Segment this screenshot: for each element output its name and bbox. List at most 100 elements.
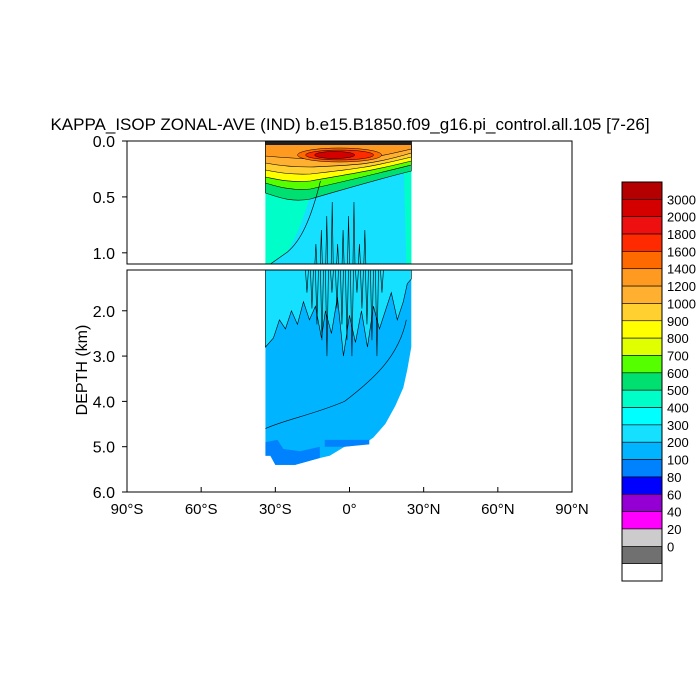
colorbar-swatch <box>621 389 663 408</box>
colorbar-frame <box>621 181 663 582</box>
lower-streak-contour <box>365 270 369 325</box>
x-axis-ticks: 90°S 60°S 30°S 0° 30°N 60°N 90°N <box>111 487 589 518</box>
lower-streak-contour <box>305 270 309 293</box>
colorbar-swatch <box>621 546 663 564</box>
colorbar-swatch <box>621 233 663 252</box>
colorbar-swatch <box>621 337 663 356</box>
colorbar-swatch <box>621 459 663 478</box>
upper-streak-contour <box>363 229 367 264</box>
upper-streak-contour <box>341 229 345 264</box>
lower-contour-line <box>265 319 407 429</box>
y-tick-label: 6.0 <box>93 485 115 502</box>
y-tick-label: 1.0 <box>93 246 115 263</box>
upper-contour-500 <box>270 180 321 264</box>
y-tick-label: 0.0 <box>93 134 115 151</box>
lower-streak-contour <box>340 270 344 325</box>
lower-streak-contour <box>330 270 334 293</box>
lower-streak-contour <box>325 270 329 357</box>
colorbar-label: 3000 <box>667 192 696 207</box>
upper-streak-contour <box>347 215 350 264</box>
upper-core-2000 <box>314 151 355 159</box>
colorbar-label: 1200 <box>667 279 696 294</box>
colorbar-swatch <box>621 407 663 426</box>
upper-streak-contour <box>325 215 329 264</box>
x-tick-label: 30°S <box>259 501 292 518</box>
lower-streak-contour <box>335 270 339 309</box>
colorbar-label: 1600 <box>667 244 696 259</box>
colorbar-swatch <box>621 476 663 495</box>
lower-streak-contour <box>355 270 359 293</box>
colorbar-swatch <box>621 511 663 530</box>
colorbar-label: 700 <box>667 348 689 363</box>
colorbar-swatch <box>621 441 663 460</box>
colorbar-label: 200 <box>667 435 689 450</box>
y-tick-label: 4.0 <box>93 394 115 411</box>
colorbar-label: 60 <box>667 487 681 502</box>
colorbar-swatch <box>621 303 663 322</box>
x-tick-label: 90°N <box>555 501 589 518</box>
colorbar-label: 1400 <box>667 262 696 277</box>
upper-streak-contour <box>336 243 339 264</box>
x-tick-label: 60°N <box>481 501 515 518</box>
colorbar-swatch <box>621 493 663 512</box>
colorbar-swatch <box>621 372 663 391</box>
lower-depth-panel: 2.0 3.0 4.0 5.0 6.0 <box>93 269 573 502</box>
colorbar-label: 40 <box>667 505 681 520</box>
colorbar-swatch <box>621 251 663 270</box>
colorbar-swatch <box>621 216 663 235</box>
colorbar-label: 100 <box>667 453 689 468</box>
colorbar-swatch <box>621 424 663 443</box>
lower-streak-contour <box>310 270 314 309</box>
colorbar-swatch <box>621 563 663 582</box>
colorbar-swatch <box>621 320 663 339</box>
colorbar-label: 0 <box>667 539 674 554</box>
upper-panel-frame <box>126 140 573 265</box>
colorbar-label: 1000 <box>667 296 696 311</box>
y-tick-label: 3.0 <box>93 349 115 366</box>
x-tick-label: 60°S <box>185 501 218 518</box>
colorbar-label: 900 <box>667 314 689 329</box>
colorbar-label: 20 <box>667 522 681 537</box>
lower-streak-contour <box>315 270 319 325</box>
colorbar-swatch <box>621 528 663 547</box>
y-tick-label: 0.5 <box>93 190 115 207</box>
lower-streak-contour <box>375 270 379 357</box>
upper-streak-contour <box>352 201 356 264</box>
lower-fill-200-east <box>324 439 370 447</box>
lower-streak-contour <box>370 270 374 341</box>
x-tick-label: 90°S <box>111 501 144 518</box>
lower-streak-contour <box>360 270 364 309</box>
lower-streak-contour <box>345 270 349 341</box>
x-tick-label: 0° <box>342 501 356 518</box>
colorbar-swatch <box>621 181 663 200</box>
upper-depth-panel: 0.0 0.5 1.0 <box>93 134 573 265</box>
lower-streak-contour <box>320 270 324 341</box>
colorbar-swatch <box>621 355 663 374</box>
colorbar-label: 800 <box>667 331 689 346</box>
lower-streak-contour <box>350 270 354 357</box>
colorbar-label: 300 <box>667 418 689 433</box>
y-axis-label: DEPTH (km) <box>74 325 91 416</box>
x-tick-label: 30°N <box>407 501 441 518</box>
colorbar-label: 2000 <box>667 210 696 225</box>
upper-streak-contour <box>320 229 323 264</box>
colorbar-label: 400 <box>667 401 689 416</box>
colorbar-legend: 3000200018001600140012001000900800700600… <box>621 181 696 582</box>
lower-streak-contour <box>380 270 384 293</box>
colorbar-swatch <box>621 199 663 217</box>
y-tick-label: 2.0 <box>93 304 115 321</box>
chart-title: KAPPA_ISOP ZONAL-AVE (IND) b.e15.B1850.f… <box>50 115 649 134</box>
colorbar-swatch <box>621 285 663 304</box>
lower-fill-400 <box>265 270 412 357</box>
upper-streak-contour <box>330 201 334 264</box>
upper-streak-contour <box>314 243 318 264</box>
upper-surface-layer <box>265 141 412 145</box>
colorbar-label: 600 <box>667 366 689 381</box>
upper-streak-contour <box>358 243 361 264</box>
colorbar-label: 500 <box>667 383 689 398</box>
colorbar-label: 80 <box>667 470 681 485</box>
colorbar-label: 1800 <box>667 227 696 242</box>
y-tick-label: 5.0 <box>93 440 115 457</box>
lower-fill-200 <box>265 439 320 465</box>
